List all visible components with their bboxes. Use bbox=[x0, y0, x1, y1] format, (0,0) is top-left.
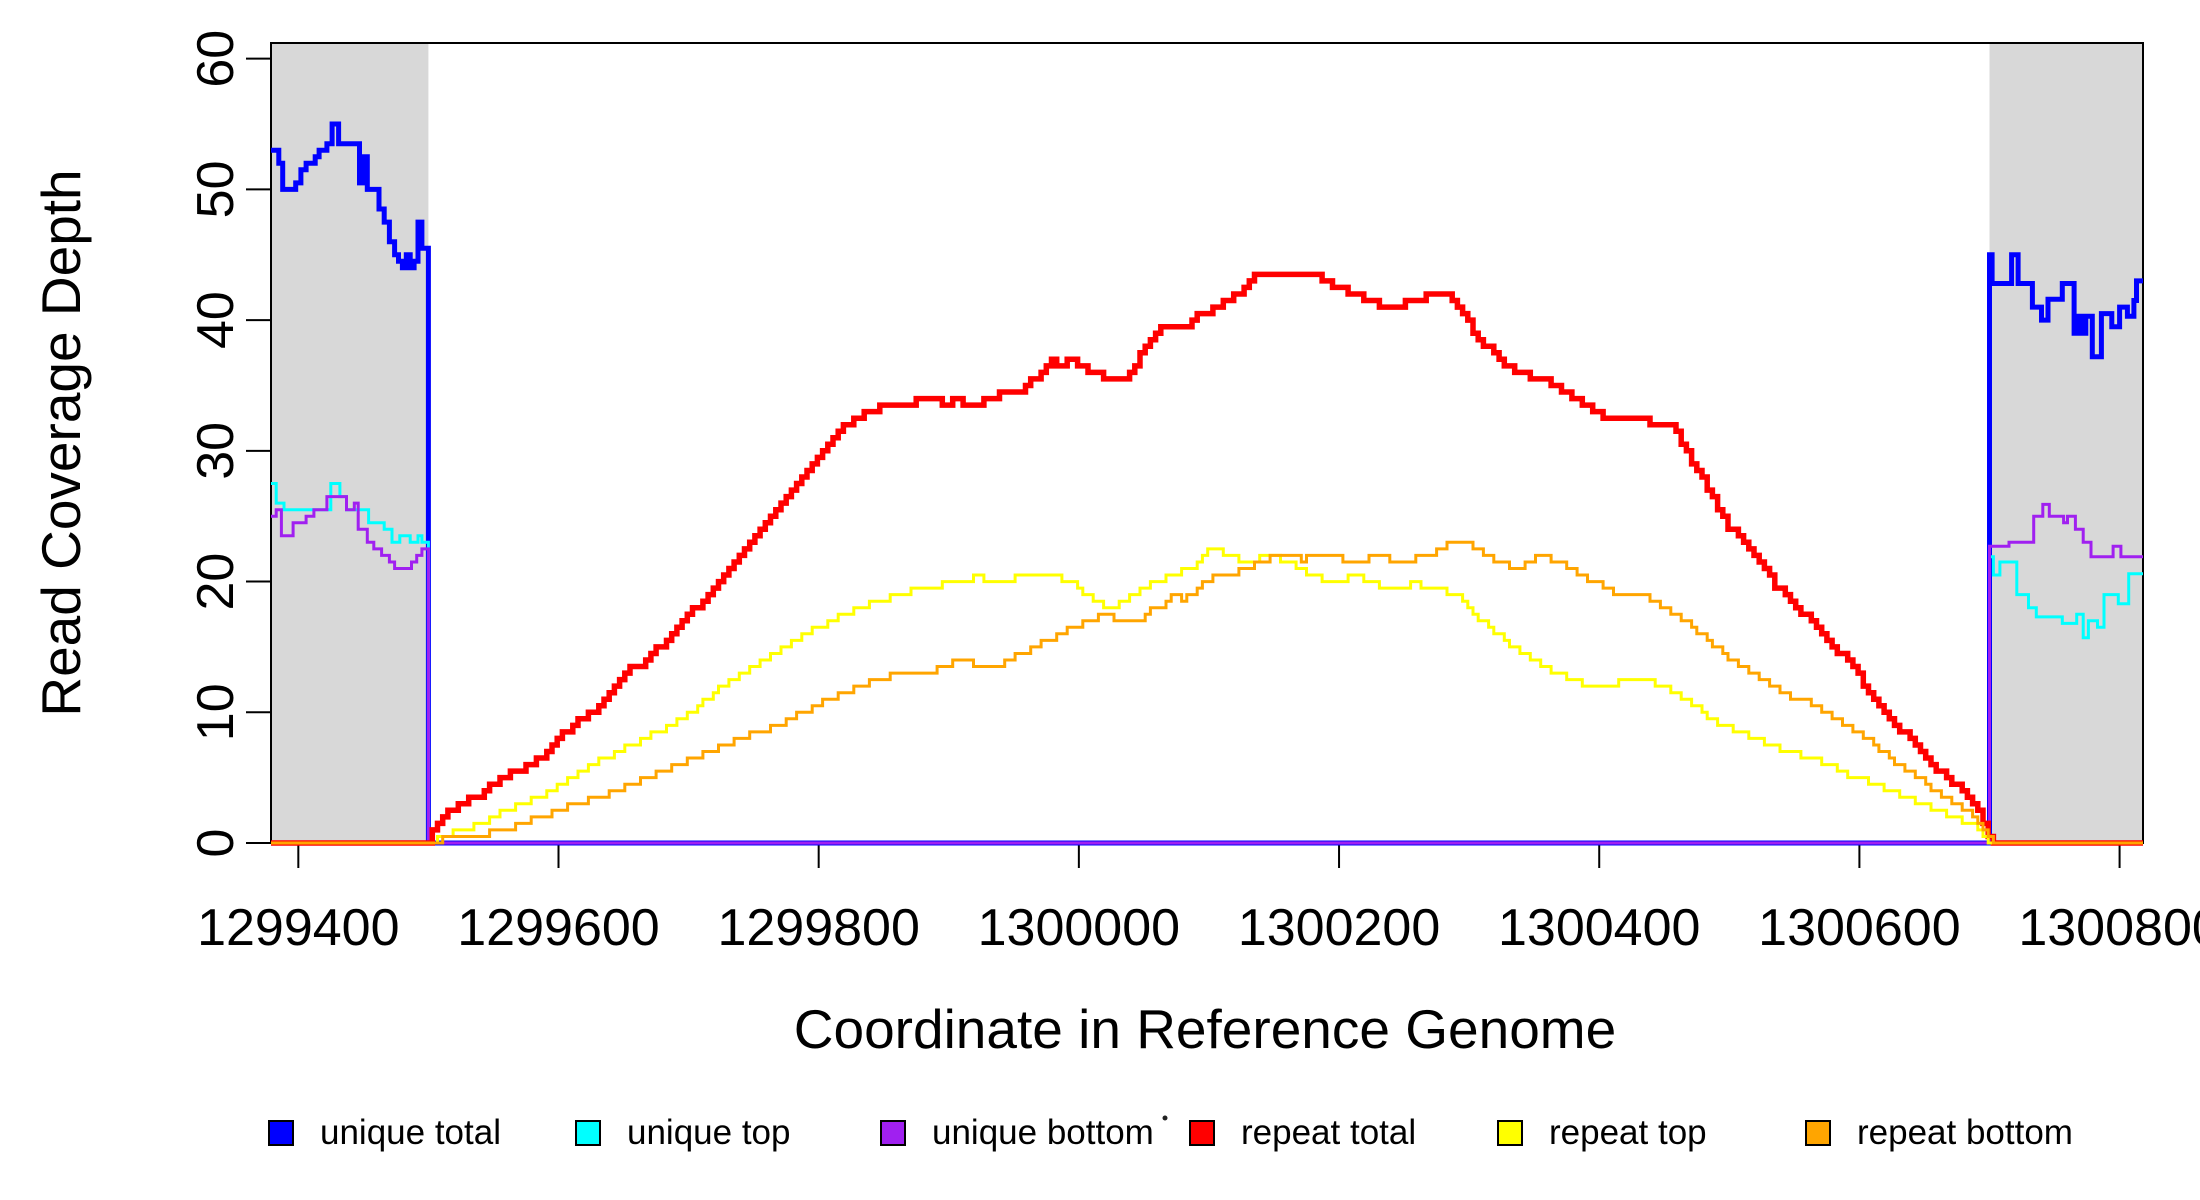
y-tick-label: 40 bbox=[187, 291, 245, 349]
x-tick-label: 1299600 bbox=[457, 899, 659, 957]
plot-box bbox=[270, 42, 2144, 844]
y-tick-label: 20 bbox=[187, 553, 245, 611]
y-tick-label: 60 bbox=[187, 30, 245, 88]
x-tick-label: 1300400 bbox=[1498, 899, 1700, 957]
shaded-region bbox=[1989, 44, 2143, 843]
series-line-repeat-top bbox=[271, 547, 2143, 845]
shaded-regions bbox=[271, 44, 2143, 843]
series-line-repeat-bottom bbox=[271, 540, 2143, 845]
y-tick-label: 50 bbox=[187, 160, 245, 218]
series-line-unique-bottom bbox=[271, 495, 2143, 845]
x-tick-label: 1300000 bbox=[978, 899, 1180, 957]
series-line-unique-total bbox=[271, 121, 2143, 846]
stray-dot bbox=[1162, 1115, 1168, 1121]
y-axis-title: Read Coverage Depth bbox=[30, 169, 92, 716]
x-axis-title: Coordinate in Reference Genome bbox=[794, 998, 1616, 1060]
x-tick-label: 1299400 bbox=[197, 899, 399, 957]
series-line-unique-top bbox=[271, 482, 2143, 845]
series-line-repeat-total bbox=[271, 271, 2143, 846]
y-tick-label: 10 bbox=[187, 683, 245, 741]
axes: 1299400 1299600 1299800 1300000 1300200 13004… bbox=[187, 30, 2200, 957]
shaded-region bbox=[271, 44, 429, 843]
series-lines bbox=[271, 121, 2143, 846]
y-tick-label: 0 bbox=[187, 829, 245, 858]
x-tick-label: 1299800 bbox=[717, 899, 919, 957]
x-tick-label: 1300200 bbox=[1238, 899, 1440, 957]
x-tick-label: 1300600 bbox=[1758, 899, 1960, 957]
y-tick-label: 30 bbox=[187, 422, 245, 480]
